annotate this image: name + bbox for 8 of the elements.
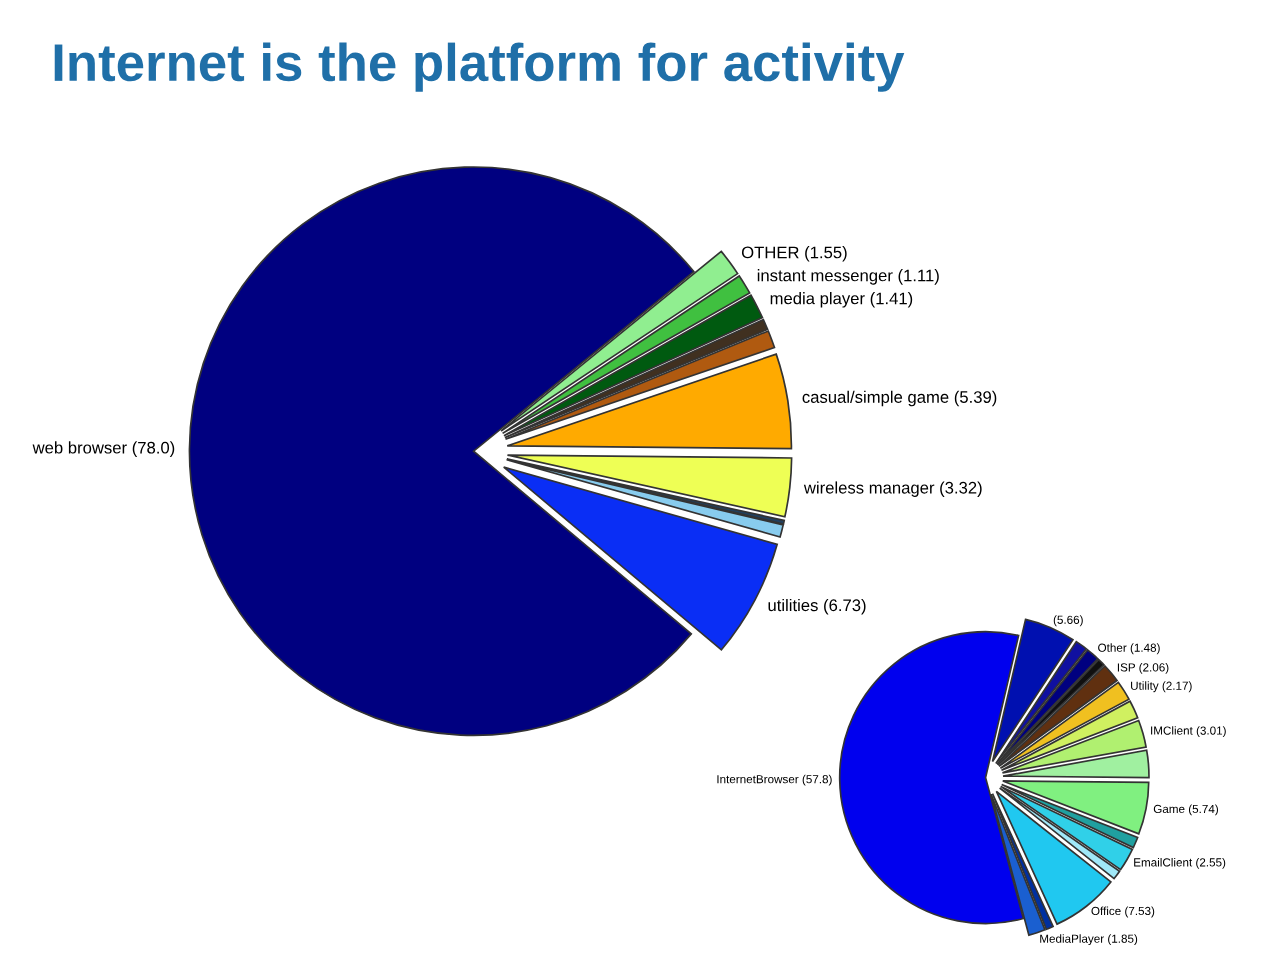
slice-label: media player (1.41): [770, 292, 913, 308]
chart-title: Internet is the platform for activity: [54, 42, 905, 92]
slice-label: OTHER (1.55): [741, 246, 847, 262]
slice-label: utilities (6.73): [768, 598, 866, 615]
slice-label: web browser (78.0): [32, 441, 175, 457]
slice-label: casual/simple game (5.39): [802, 390, 997, 407]
slice-label: wireless manager (3.32): [803, 481, 982, 497]
slice-label: instant messenger (1.11): [757, 269, 939, 285]
